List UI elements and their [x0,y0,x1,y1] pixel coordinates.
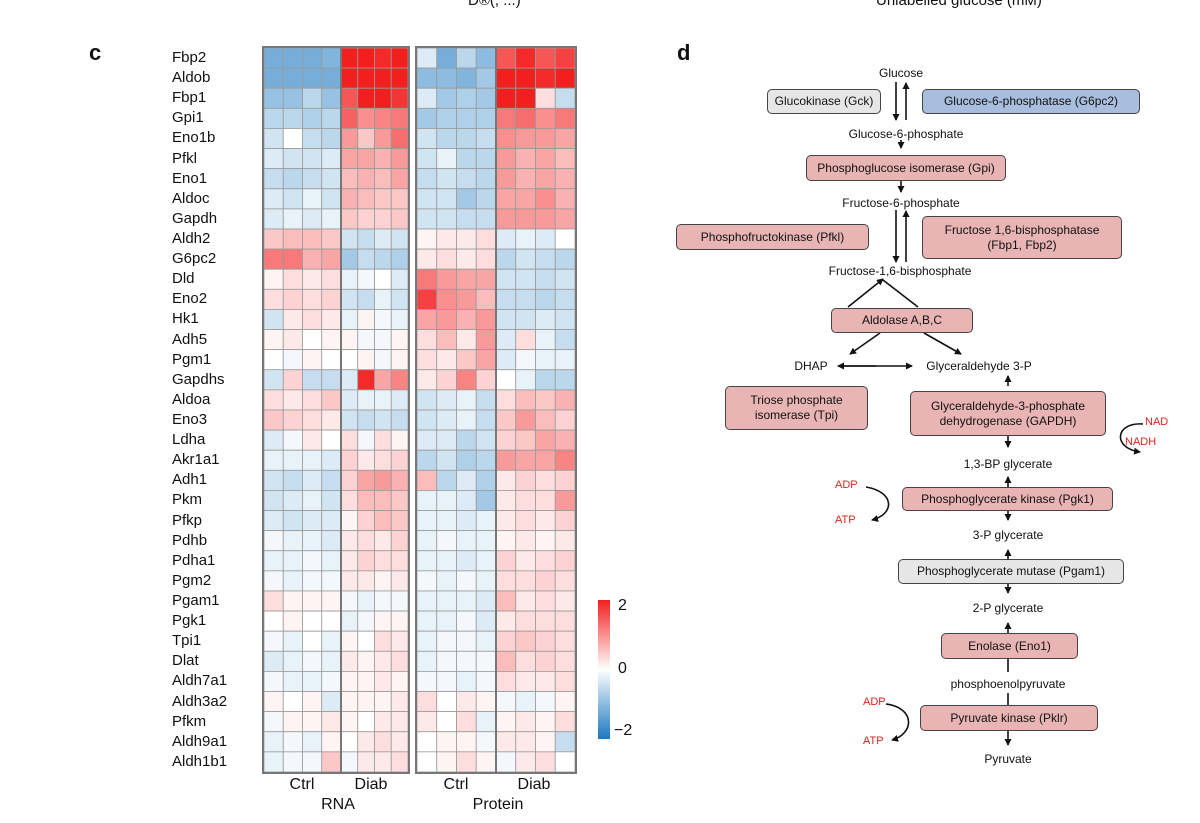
enzyme-glucokinase: Glucokinase (Gck) [767,89,881,114]
met-3-p-glycerate: 3-P glycerate [972,528,1044,542]
gene-label: Gapdhs [172,370,225,388]
rna-heatmap-cells [263,47,409,773]
enzyme-triose-phosphate-isomerase: Triose phosphate isomerase (Tpi) [725,386,868,430]
gene-label: Fbp1 [172,89,207,107]
gene-label: Aldh2 [172,229,211,247]
gene-label: Gapdh [172,209,218,227]
gene-label: Pfkl [172,149,198,167]
met-glyceraldehyde-3-p: Glyceraldehyde 3-P [926,359,1032,373]
met-glucose-6-phosphate: Glucose-6-phosphate [848,127,964,141]
gapdh-label-line1: Glyceraldehyde-3-phosphate [930,398,1086,413]
met-1-3-bp-glycerate: 1,3-BP glycerate [963,457,1053,471]
enzyme-phosphoglycerate-kinase: Phosphoglycerate kinase (Pgk1) [902,487,1113,511]
gene-label: Pdha1 [172,551,216,569]
gene-label: Pfkm [172,712,207,730]
top-cut-text-right: Unlabelled glucose (mM) [876,0,1042,9]
gene-label: Pgam1 [172,591,220,609]
tpi-label-line2: isomerase (Tpi) [754,408,839,422]
gene-label: Aldh9a1 [172,732,228,750]
gene-label: Pfkp [172,511,203,529]
rna-heatmap-frame [262,46,410,774]
enzyme-phosphoglucose-isomerase: Phosphoglucose isomerase (Gpi) [806,155,1006,181]
met-fructose-1-6-bisphosphate: Fructose-1,6-bisphosphate [828,264,972,278]
enzyme-fructose-bisphosphatase: Fructose 1,6-bisphosphatase (Fbp1, Fbp2) [922,216,1122,259]
gene-label: Eno2 [172,290,208,308]
scale-max-label: 2 [618,597,627,614]
cofactor-nad: NAD [1145,416,1169,428]
gene-label: Ldha [172,431,206,449]
cofactor-nadh: NADH [1125,436,1157,448]
gene-label: Pgk1 [172,612,207,630]
met-glucose: Glucose [878,66,924,80]
panel-c-label: c [89,40,102,65]
tpi-label-line1: Triose phosphate [750,393,843,407]
gene-label: Aldh1b1 [172,752,228,770]
gene-label: Aldoc [172,189,210,207]
gene-label: G6pc2 [172,250,217,268]
cofactor-adp-pgk: ADP [835,479,858,491]
fbp-label-line1: Fructose 1,6-bisphosphatase [944,222,1100,237]
gene-label: Dld [172,270,195,288]
rna-title: RNA [321,796,355,813]
gene-label: Hk1 [172,310,199,328]
scale-min-label: −2 [614,722,633,739]
cofactor-adp-pk: ADP [863,696,886,708]
enzyme-enolase: Enolase (Eno1) [941,633,1078,659]
top-cut-text-left: D®(, ...) [468,0,521,9]
gene-label: Aldh7a1 [172,672,228,690]
enzyme-phosphofructokinase: Phosphofructokinase (Pfkl) [676,224,869,250]
gene-label: Tpi1 [172,632,202,650]
cofactor-atp-pk: ATP [863,735,884,747]
met-2-p-glycerate: 2-P glycerate [972,601,1044,615]
gene-label: Aldob [172,69,211,87]
scale-mid-label: 0 [618,660,627,677]
gene-label: Pkm [172,491,202,509]
gene-label: Pdhb [172,531,208,549]
gene-label: Akr1a1 [172,451,220,469]
met-phosphoenolpyruvate: phosphoenolpyruvate [950,677,1066,691]
gene-label: Fbp2 [172,49,207,66]
gene-label: Pgm2 [172,571,212,589]
fbp-label-line2: (Fbp1, Fbp2) [987,237,1057,252]
panel-d-label: d [677,40,691,65]
cofactor-atp-pgk: ATP [835,514,856,526]
protein-title: Protein [472,796,524,813]
gene-label: Eno1b [172,129,216,147]
gene-label: Eno3 [172,410,208,428]
enzyme-glucose-6-phosphatase: Glucose-6-phosphatase (G6pc2) [922,89,1140,114]
color-scale-bar [598,600,610,739]
gene-label: Eno1 [172,169,208,187]
enzyme-aldolase: Aldolase A,B,C [831,308,973,333]
enzyme-pyruvate-kinase: Pyruvate kinase (Pklr) [920,705,1098,731]
enzyme-gapdh: Glyceraldehyde-3-phosphate dehydrogenase… [910,391,1106,436]
protein-ctrl-label: Ctrl [443,776,469,793]
gene-label: Aldoa [172,390,211,408]
protein-diab-label: Diab [517,776,551,793]
gene-label: Dlat [172,652,199,670]
met-pyruvate: Pyruvate [984,752,1032,766]
gene-label: Aldh3a2 [172,692,228,710]
gene-label: Adh5 [172,330,208,348]
gene-label: Pgm1 [172,350,212,368]
rna-diab-label: Diab [354,776,388,793]
gene-label: Gpi1 [172,109,204,127]
enzyme-phosphoglycerate-mutase: Phosphoglycerate mutase (Pgam1) [898,559,1124,584]
rna-ctrl-label: Ctrl [289,776,315,793]
gene-label: Adh1 [172,471,208,489]
met-fructose-6-phosphate: Fructose-6-phosphate [842,196,960,210]
met-dhap: DHAP [794,359,828,373]
gapdh-label-line2: dehydrogenase (GAPDH) [939,413,1077,428]
